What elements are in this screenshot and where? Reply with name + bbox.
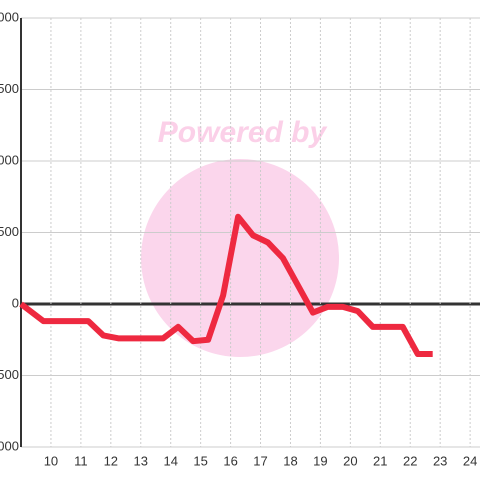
x-tick-label: 15 — [193, 453, 207, 468]
x-tick-label: 24 — [463, 453, 477, 468]
x-tick-label: 16 — [223, 453, 237, 468]
y-tick-label: 0 — [12, 295, 19, 310]
line — [19, 213, 433, 358]
x-tick-label: 14 — [163, 453, 177, 468]
y-tick-label: -2,500 — [0, 367, 19, 382]
y-tick-label: 7,500 — [0, 81, 19, 96]
x-tick-label: 13 — [134, 453, 148, 468]
x-tick-label: 22 — [403, 453, 417, 468]
x-tick-label: 21 — [373, 453, 387, 468]
x-tick-label: 19 — [313, 453, 327, 468]
y-tick-label: 2,500 — [0, 224, 19, 239]
y-tick-label: 10,000 — [0, 9, 19, 24]
watermark: Powered by — [158, 116, 328, 149]
x-tick-label: 12 — [104, 453, 118, 468]
x-tick-label: 20 — [343, 453, 357, 468]
x-tick-label: 18 — [283, 453, 297, 468]
x-tick-label: 11 — [74, 453, 88, 468]
x-tick-label: 10 — [44, 453, 58, 468]
watermark-logo — [141, 159, 339, 357]
x-tick-label: 23 — [433, 453, 447, 468]
x-tick-label: 17 — [253, 453, 267, 468]
y-tick-label: -5,000 — [0, 438, 19, 453]
y-tick-label: 5,000 — [0, 152, 19, 167]
